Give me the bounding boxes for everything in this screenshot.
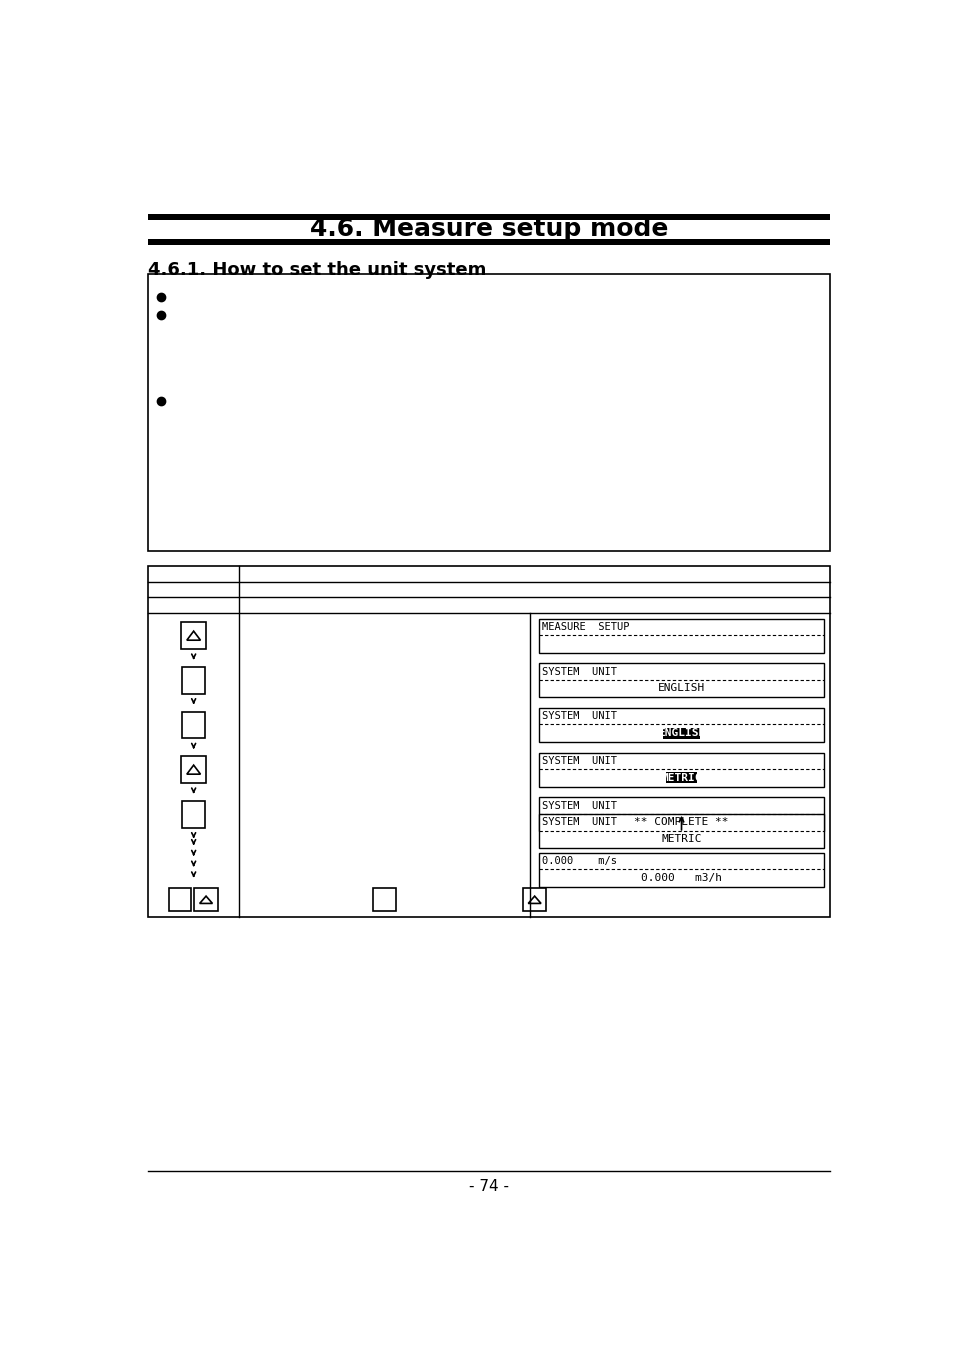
Bar [148, 215, 829, 220]
Text: - 74 -: - 74 - [469, 1178, 508, 1194]
Bar [665, 773, 697, 784]
Text: METRIC: METRIC [660, 835, 701, 844]
Text: 4.6.1. How to set the unit system: 4.6.1. How to set the unit system [148, 261, 486, 278]
Text: SYSTEM  UNIT: SYSTEM UNIT [542, 755, 617, 766]
Text: SYSTEM  UNIT: SYSTEM UNIT [542, 817, 617, 827]
Bar [148, 566, 829, 917]
Bar [538, 663, 822, 697]
Text: 4.6. Measure setup mode: 4.6. Measure setup mode [310, 218, 667, 242]
Bar [182, 712, 205, 739]
Bar [182, 667, 205, 694]
Bar [538, 708, 822, 742]
Bar [194, 888, 217, 912]
Bar [538, 619, 822, 653]
Bar [169, 888, 191, 912]
Text: ENGLISH: ENGLISH [658, 684, 704, 693]
Bar [538, 753, 822, 786]
Text: SYSTEM  UNIT: SYSTEM UNIT [542, 711, 617, 721]
Text: 0.000    m/s: 0.000 m/s [542, 857, 617, 866]
Text: MEASURE  SETUP: MEASURE SETUP [542, 621, 629, 632]
Bar [182, 801, 205, 828]
Text: SYSTEM  UNIT: SYSTEM UNIT [542, 666, 617, 677]
Bar [181, 757, 206, 784]
Text: METRIC: METRIC [660, 773, 701, 782]
Bar [662, 728, 700, 739]
Text: ** COMPLETE **: ** COMPLETE ** [634, 817, 728, 827]
Text: 0.000   m3/h: 0.000 m3/h [640, 873, 721, 884]
Text: SYSTEM  UNIT: SYSTEM UNIT [542, 801, 617, 811]
Bar [373, 888, 395, 912]
Text: ENGLISH: ENGLISH [658, 728, 704, 738]
Bar [538, 815, 822, 848]
Bar [181, 623, 206, 648]
Bar [538, 797, 822, 831]
Bar [538, 852, 822, 886]
Bar [148, 239, 829, 245]
Bar [522, 888, 546, 912]
Bar [148, 274, 829, 551]
